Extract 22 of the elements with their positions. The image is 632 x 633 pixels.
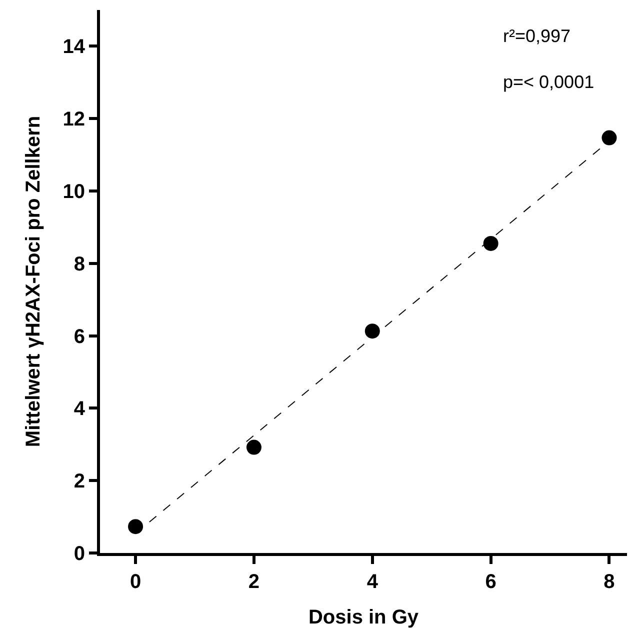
y-tick-label: 12 xyxy=(62,108,85,131)
x-tick-label: 4 xyxy=(366,571,379,593)
point xyxy=(602,130,617,146)
annotation: r²=0,997 xyxy=(503,26,571,46)
x-tick-label: 6 xyxy=(485,571,496,593)
x-tick-label: 0 xyxy=(130,571,142,593)
y-axis-title: Mittelwert γH2AX-Foci pro Zellkern xyxy=(22,116,44,448)
y-tick-label: 8 xyxy=(74,253,85,276)
y-tick-label: 0 xyxy=(74,543,85,565)
point xyxy=(128,519,144,534)
y-tick-label: 14 xyxy=(62,36,86,58)
annotation: p=< 0,0001 xyxy=(503,72,594,92)
y-tick-label: 6 xyxy=(74,326,85,348)
y-tick-label: 10 xyxy=(62,181,85,203)
x-axis-title: Dosis in Gy xyxy=(308,606,420,628)
point xyxy=(483,236,498,251)
x-tick-label: 2 xyxy=(248,571,260,593)
y-tick-label: 4 xyxy=(74,398,86,420)
point xyxy=(364,324,380,339)
y-tick-label: 2 xyxy=(74,470,85,493)
x-tick-label: 8 xyxy=(604,571,615,593)
point xyxy=(246,440,262,455)
